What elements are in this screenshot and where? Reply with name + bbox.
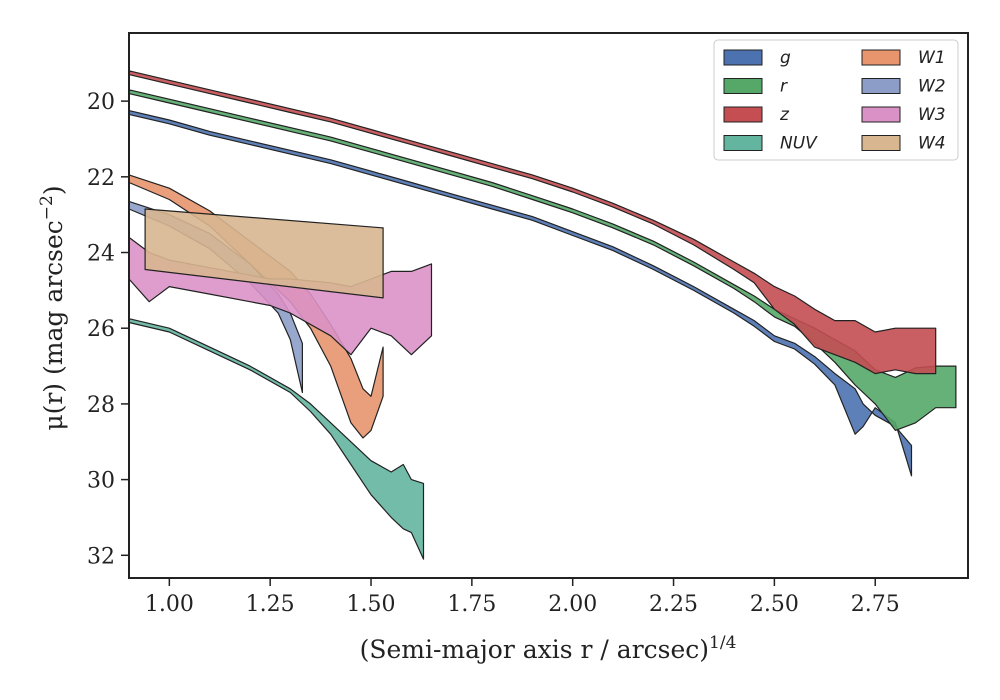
legend-swatch-g — [723, 49, 763, 66]
legend-swatch-z — [723, 106, 763, 123]
x-tick-label: 1.00 — [145, 592, 194, 617]
series-layer — [128, 70, 957, 560]
legend: grz NUV W1 W2 W3 W4 — [713, 39, 959, 161]
legend-swatch-nuv — [723, 135, 763, 151]
legend-label-w3: W3 — [918, 105, 946, 125]
band-w4 — [144, 208, 384, 299]
legend-swatch-w3 — [861, 106, 901, 123]
legend-frame — [713, 39, 959, 161]
legend-swatch-w2 — [861, 78, 901, 94]
y-tick-label: 32 — [87, 544, 115, 569]
band-z — [128, 70, 937, 375]
legend-swatch-w1 — [861, 49, 901, 66]
x-tick-label: 1.50 — [347, 592, 396, 617]
legend-label-z: z — [779, 105, 790, 125]
y-axis-title: μ(r) (mag arcsec−2​) — [37, 185, 68, 430]
x-tick-label: 2.75 — [851, 592, 900, 617]
band-nuv — [128, 318, 425, 560]
y-tick-label: 20 — [87, 90, 115, 115]
ticks-layer: 1.00 1.25 1.50 1.75 2.00 2.25 2.50 2.75 20 22 24 26… — [87, 90, 900, 617]
legend-label-w2: W2 — [918, 77, 946, 97]
x-tick-label: 2.25 — [649, 592, 698, 617]
legend-label-w1: W1 — [918, 48, 946, 68]
x-axis-title: (Semi-major axis r / arcsec)1/4​ — [360, 633, 737, 664]
plot-frame — [128, 32, 969, 579]
y-tick-label: 30 — [87, 469, 115, 494]
legend-label-nuv: NUV — [780, 134, 818, 154]
band-r — [128, 89, 957, 431]
band-g — [128, 109, 913, 477]
legend-label-g: g — [780, 48, 791, 68]
legend-label-w4: W4 — [918, 134, 946, 154]
y-tick-label: 28 — [87, 393, 115, 418]
y-tick-label: 26 — [87, 317, 115, 342]
y-tick-label: 22 — [87, 166, 115, 191]
legend-label-r: r — [780, 77, 788, 97]
legend-swatch-w4 — [861, 135, 901, 151]
x-tick-label: 1.75 — [447, 592, 496, 617]
x-tick-label: 2.50 — [750, 592, 799, 617]
x-tick-label: 2.00 — [548, 592, 597, 617]
legend-swatch-r — [723, 78, 763, 94]
x-tick-label: 1.25 — [246, 592, 295, 617]
y-tick-label: 24 — [87, 242, 115, 267]
